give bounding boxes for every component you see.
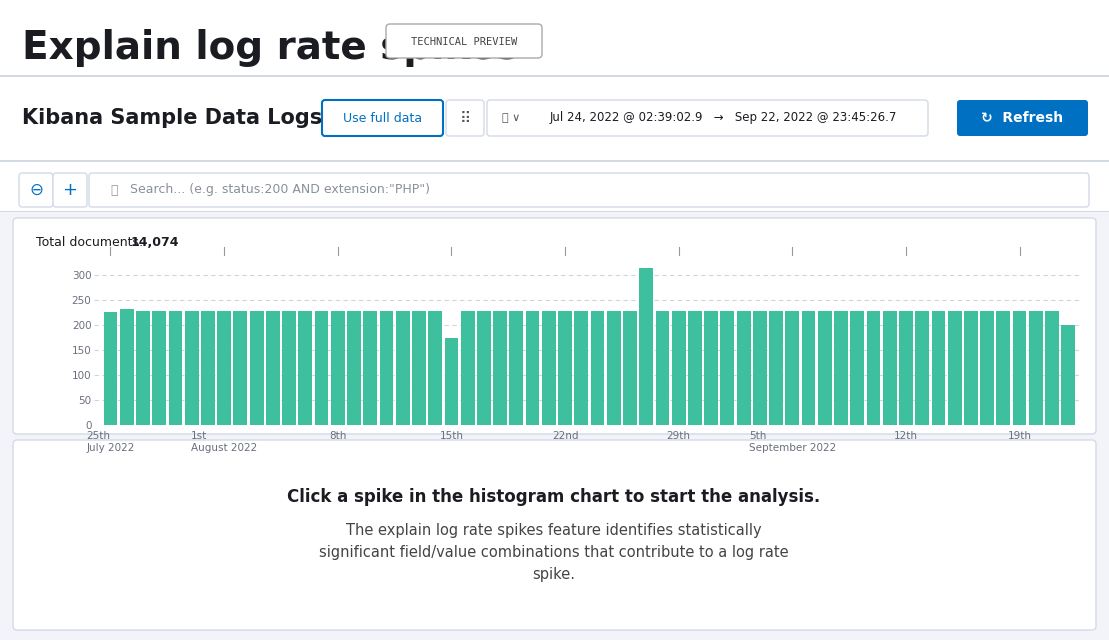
Bar [250,311,264,425]
FancyBboxPatch shape [13,218,1096,434]
Bar [785,311,800,425]
FancyBboxPatch shape [487,100,928,136]
Bar [428,311,442,425]
FancyBboxPatch shape [446,100,484,136]
Bar [234,311,247,425]
Text: The explain log rate spikes feature identifies statistically: The explain log rate spikes feature iden… [346,522,762,538]
Text: ↻  Refresh: ↻ Refresh [981,111,1064,125]
Bar [997,311,1010,425]
Bar [201,311,215,425]
Bar [298,311,313,425]
Text: Explain log rate spikes: Explain log rate spikes [22,29,519,67]
Bar [704,311,718,425]
Bar [0,76,1109,160]
Bar [1029,311,1042,425]
Bar [834,311,848,425]
FancyBboxPatch shape [53,173,87,207]
Bar [0,0,1109,75]
Bar [542,311,556,425]
Bar [607,311,621,425]
Bar [120,309,133,425]
Bar [282,311,296,425]
Bar [980,311,994,425]
Bar [851,311,864,425]
Bar [0,75,1109,77]
Bar [330,311,345,425]
FancyBboxPatch shape [322,100,442,136]
Bar [185,311,199,425]
Text: spike.: spike. [532,566,576,582]
Bar [169,310,182,425]
Bar [915,311,929,425]
Bar [574,311,588,425]
Bar [396,311,409,425]
Bar [364,311,377,425]
Bar [413,310,426,425]
FancyBboxPatch shape [957,100,1088,136]
Text: Use full data: Use full data [343,111,423,125]
Bar [932,311,945,425]
Text: ⊖: ⊖ [29,181,43,199]
Text: significant field/value combinations that contribute to a log rate: significant field/value combinations tha… [319,545,788,559]
Bar [136,311,150,425]
Bar [0,211,1109,212]
Text: 📅 ∨: 📅 ∨ [502,113,520,123]
Bar [1061,325,1076,425]
Bar [591,311,604,425]
Bar [379,311,394,425]
Bar [509,311,523,425]
Text: Total documents:: Total documents: [35,236,147,248]
Text: Click a spike in the histogram chart to start the analysis.: Click a spike in the histogram chart to … [287,488,821,506]
Bar [217,311,231,425]
Text: 14,074: 14,074 [131,236,180,248]
Bar [688,311,702,425]
FancyBboxPatch shape [386,24,542,58]
Bar [558,311,572,425]
Text: 🔍: 🔍 [110,184,118,196]
Bar [477,311,491,425]
Bar [639,268,653,425]
Bar [103,312,118,425]
Text: ⠿: ⠿ [459,111,470,125]
Text: Search... (e.g. status:200 AND extension:"PHP"): Search... (e.g. status:200 AND extension… [130,184,430,196]
FancyBboxPatch shape [19,173,53,207]
FancyBboxPatch shape [13,440,1096,630]
Bar [623,311,637,425]
Bar [0,160,1109,161]
Bar [445,337,458,425]
Text: +: + [62,181,78,199]
Bar [753,311,766,425]
Text: Jul 24, 2022 @ 02:39:02.9   →   Sep 22, 2022 @ 23:45:26.7: Jul 24, 2022 @ 02:39:02.9 → Sep 22, 2022… [550,111,897,125]
Bar [736,311,751,425]
Bar [0,161,1109,211]
Bar [460,311,475,425]
Bar [266,311,279,425]
Bar [152,311,166,425]
Bar [817,311,832,425]
Bar [655,311,670,425]
Bar [672,311,685,425]
Bar [866,311,881,425]
Bar [494,311,507,425]
Text: TECHNICAL PREVIEW: TECHNICAL PREVIEW [410,37,517,47]
Bar [899,311,913,425]
Bar [347,311,360,425]
Bar [948,311,962,425]
Bar [964,311,978,425]
FancyBboxPatch shape [89,173,1089,207]
Bar [721,311,734,425]
Bar [883,311,896,425]
Bar [802,311,815,425]
Bar [315,311,328,425]
Text: Kibana Sample Data Logs: Kibana Sample Data Logs [22,108,323,128]
Bar [1013,311,1027,425]
Bar [526,311,539,425]
Bar [770,311,783,425]
Bar [1045,311,1059,425]
